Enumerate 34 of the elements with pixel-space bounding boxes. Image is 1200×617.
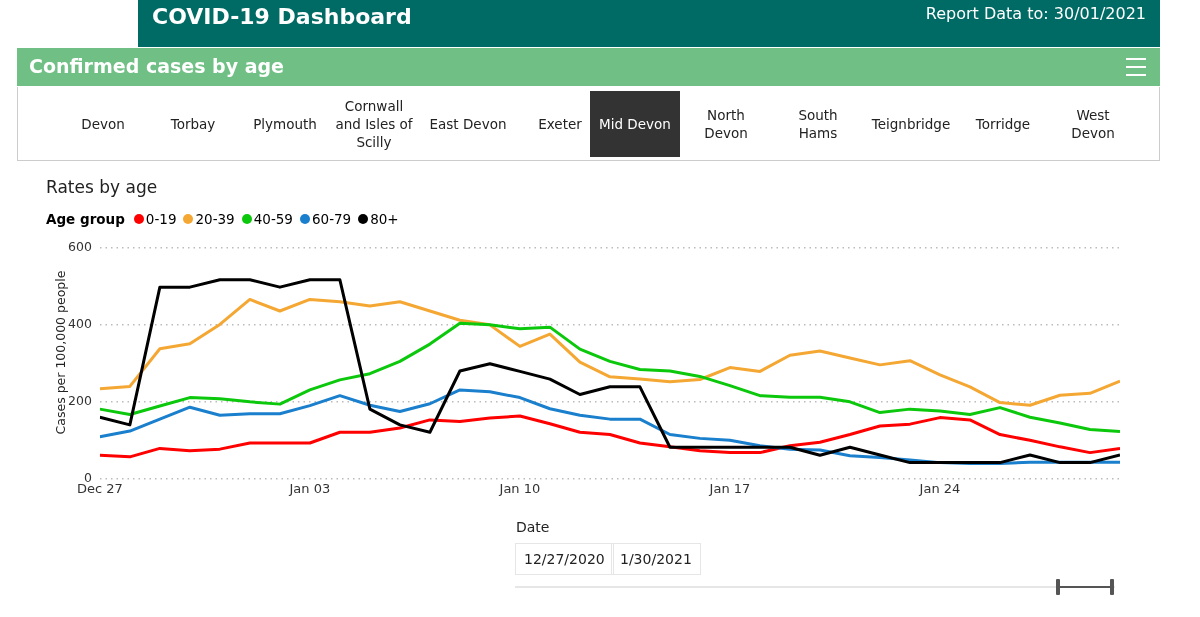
text: 1/30/2021	[611, 543, 701, 575]
text: Torbay	[169, 115, 217, 134]
text: Mid Devon	[590, 91, 680, 157]
legend-label: 60-79	[311, 211, 352, 227]
y-axis-title: Cases per 100,000 people	[52, 269, 68, 437]
text: Teignbridge	[870, 115, 952, 134]
text: South Hams	[797, 106, 839, 143]
y-tick-label: 200	[68, 392, 92, 408]
text: Cornwall and Isles of Scilly	[334, 97, 414, 152]
text: Devon	[80, 115, 126, 134]
text: Torridge	[974, 115, 1032, 134]
chart-title: Rates by age	[46, 177, 158, 197]
x-tick-label: Jan 17	[708, 480, 751, 496]
text: Plymouth	[252, 115, 318, 134]
text: Exeter	[538, 116, 582, 132]
text: East Devon	[428, 115, 508, 134]
text: West Devon	[1070, 106, 1116, 143]
text: 12/27/2020	[515, 543, 614, 575]
text: Report Data to: 30/01/2021	[925, 4, 1146, 23]
y-tick-label: 400	[68, 315, 92, 331]
y-tick-label: 0	[83, 469, 92, 485]
x-tick-label: Jan 24	[918, 480, 961, 496]
legend-label: 20-39	[195, 211, 235, 227]
legend-label: 0-19	[145, 211, 177, 227]
legend-label: 40-59	[253, 211, 293, 227]
legend-title: Age group	[46, 211, 125, 227]
text: North Devon	[703, 106, 749, 143]
legend-label: 80+	[370, 211, 399, 227]
x-tick-label: Jan 03	[288, 480, 331, 496]
text: Date	[516, 519, 550, 535]
y-tick-label: 600	[68, 238, 92, 254]
x-tick-label: Jan 10	[498, 480, 541, 496]
text: COVID-19 Dashboard	[152, 4, 412, 29]
text: Confirmed cases by age	[29, 55, 284, 77]
